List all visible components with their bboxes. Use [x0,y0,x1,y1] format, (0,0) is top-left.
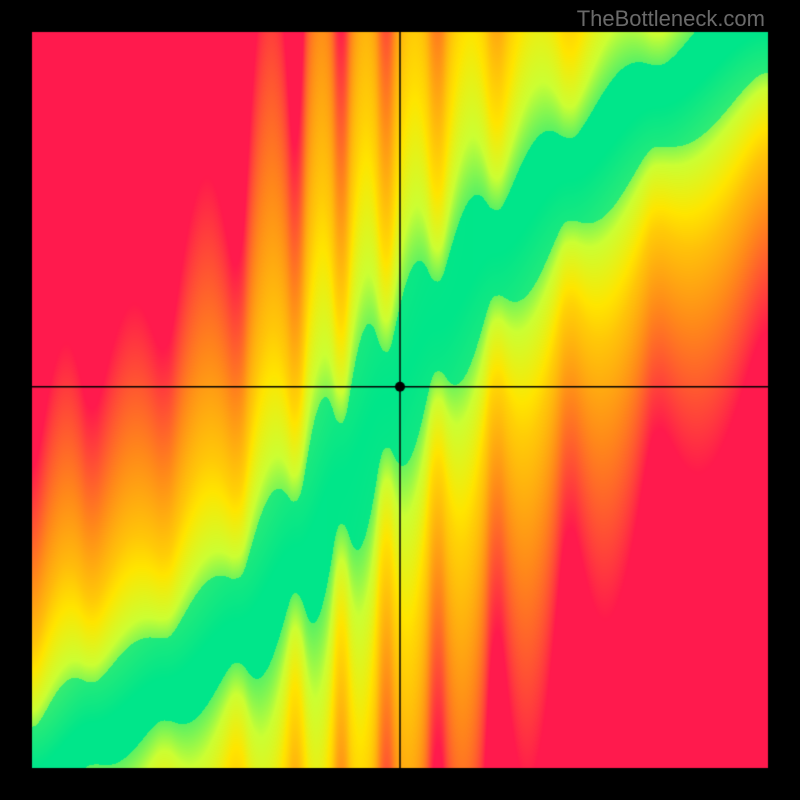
watermark-text: TheBottleneck.com [577,6,765,32]
chart-container: TheBottleneck.com [0,0,800,800]
bottleneck-heatmap [0,0,800,800]
